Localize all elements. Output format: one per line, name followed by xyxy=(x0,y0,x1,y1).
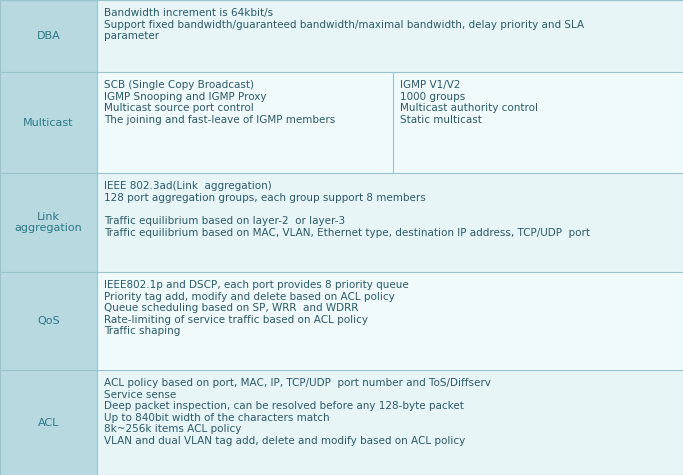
Text: IEEE 802.3ad(Link  aggregation): IEEE 802.3ad(Link aggregation) xyxy=(104,181,272,191)
Bar xyxy=(0,272,97,370)
Text: Rate-limiting of service traffic based on ACL policy: Rate-limiting of service traffic based o… xyxy=(104,315,368,325)
Bar xyxy=(97,72,683,173)
Text: Static multicast: Static multicast xyxy=(400,115,482,125)
Bar xyxy=(97,370,683,475)
Text: Bandwidth increment is 64kbit/s: Bandwidth increment is 64kbit/s xyxy=(104,8,273,18)
Text: Priority tag add, modify and delete based on ACL policy: Priority tag add, modify and delete base… xyxy=(104,292,395,302)
Text: ACL policy based on port, MAC, IP, TCP/UDP  port number and ToS/Diffserv: ACL policy based on port, MAC, IP, TCP/U… xyxy=(104,378,491,388)
Bar xyxy=(0,72,97,173)
Text: 128 port aggregation groups, each group support 8 members: 128 port aggregation groups, each group … xyxy=(104,193,426,203)
Bar xyxy=(97,173,683,272)
Text: IEEE802.1p and DSCP, each port provides 8 priority queue: IEEE802.1p and DSCP, each port provides … xyxy=(104,280,408,290)
Text: Traffic shaping: Traffic shaping xyxy=(104,326,180,336)
Text: ACL: ACL xyxy=(38,418,59,428)
Text: 8k~256k items ACL policy: 8k~256k items ACL policy xyxy=(104,425,241,435)
Text: 1000 groups: 1000 groups xyxy=(400,92,465,102)
Text: parameter: parameter xyxy=(104,31,159,41)
Text: Up to 840bit width of the characters match: Up to 840bit width of the characters mat… xyxy=(104,413,330,423)
Text: Deep packet inspection, can be resolved before any 128-byte packet: Deep packet inspection, can be resolved … xyxy=(104,401,464,411)
Text: QoS: QoS xyxy=(37,316,60,326)
Text: VLAN and dual VLAN tag add, delete and modify based on ACL policy: VLAN and dual VLAN tag add, delete and m… xyxy=(104,436,465,446)
Text: Multicast source port control: Multicast source port control xyxy=(104,103,254,113)
Bar xyxy=(97,0,683,72)
Bar xyxy=(97,272,683,370)
Text: Link
aggregation: Link aggregation xyxy=(14,212,83,233)
Bar xyxy=(0,173,97,272)
Text: Support fixed bandwidth/guaranteed bandwidth/maximal bandwidth, delay priority a: Support fixed bandwidth/guaranteed bandw… xyxy=(104,19,584,29)
Text: Multicast authority control: Multicast authority control xyxy=(400,103,538,113)
Text: IGMP Snooping and IGMP Proxy: IGMP Snooping and IGMP Proxy xyxy=(104,92,266,102)
Text: Multicast: Multicast xyxy=(23,117,74,127)
Text: Service sense: Service sense xyxy=(104,390,176,399)
Text: DBA: DBA xyxy=(37,31,60,41)
Text: SCB (Single Copy Broadcast): SCB (Single Copy Broadcast) xyxy=(104,80,254,90)
Text: Queue scheduling based on SP, WRR  and WDRR: Queue scheduling based on SP, WRR and WD… xyxy=(104,303,359,313)
Bar xyxy=(0,0,97,72)
Text: Traffic equilibrium based on MAC, VLAN, Ethernet type, destination IP address, T: Traffic equilibrium based on MAC, VLAN, … xyxy=(104,228,590,238)
Text: The joining and fast-leave of IGMP members: The joining and fast-leave of IGMP membe… xyxy=(104,115,335,125)
Text: IGMP V1/V2: IGMP V1/V2 xyxy=(400,80,460,90)
Bar xyxy=(0,370,97,475)
Text: Traffic equilibrium based on layer-2  or layer-3: Traffic equilibrium based on layer-2 or … xyxy=(104,216,345,226)
